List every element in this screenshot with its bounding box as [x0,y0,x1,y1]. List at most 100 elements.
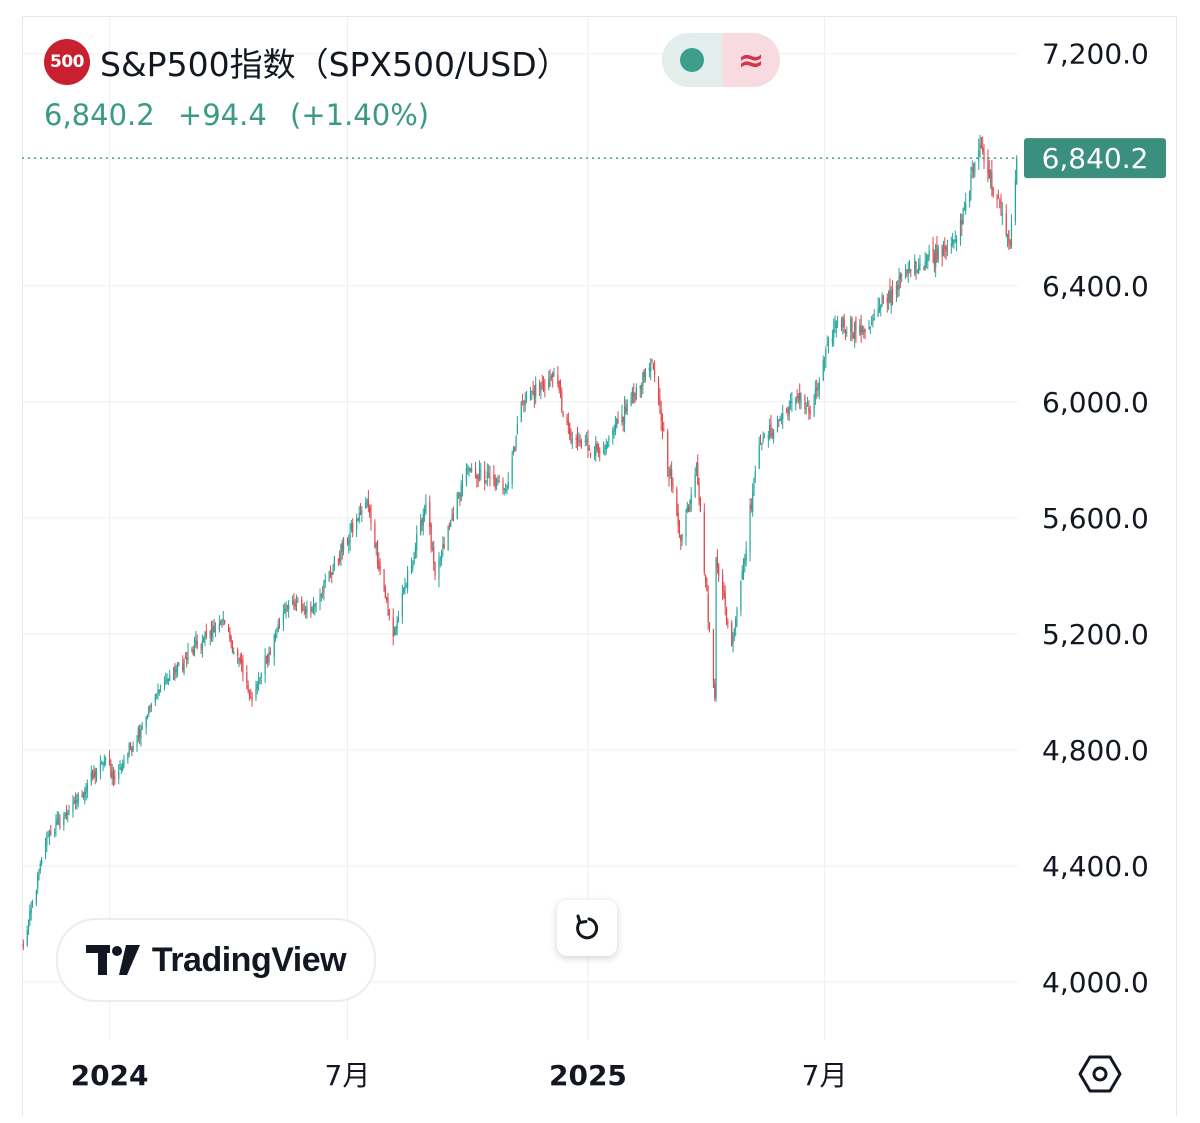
symbol-title[interactable]: S&P500指数（SPX500/USD） [100,45,570,84]
candle-body [889,289,891,304]
candle-body [542,381,545,388]
candle [914,254,916,277]
candle-body [570,431,572,440]
candle-body [200,646,202,649]
candle-body [571,438,573,443]
candle [800,392,802,410]
candle [329,565,332,579]
candle-body [38,870,40,876]
candle-body [522,401,524,403]
candle [937,244,939,263]
candle-body [178,664,180,666]
candle [999,198,1001,209]
candle [907,261,909,283]
candle [488,464,490,479]
candle [553,367,555,377]
candle [323,579,325,601]
candle [1001,201,1003,226]
candle [877,297,879,318]
candle [854,321,856,348]
candle [544,378,546,398]
symbol-badge[interactable]: 500 [44,39,90,85]
candle [979,134,981,158]
candle [552,371,554,388]
candle-body [393,631,396,636]
settings-hex-icon[interactable] [1078,1052,1122,1096]
candle [593,446,596,460]
candle-body [749,505,751,553]
candle-body [324,579,326,582]
candle-body [813,396,815,416]
candle [944,237,946,258]
candle [396,616,398,636]
candle [855,316,857,343]
candle-body [41,859,43,865]
candle [149,704,151,713]
candle [119,759,121,771]
candle [422,508,424,536]
status-dot-icon[interactable] [662,33,722,87]
candle [532,380,534,396]
candle-body [822,360,824,381]
candle [495,477,498,491]
candle [438,552,440,588]
candle [265,655,268,665]
candle-body [872,317,874,322]
market-status-pill[interactable]: ≈ [662,33,780,87]
candle-body [642,372,644,387]
candle [312,596,315,615]
candle [84,787,86,805]
candle [403,587,405,595]
candle-body [672,484,674,487]
candle-body [663,428,665,431]
candle [596,441,598,453]
candle [77,791,79,808]
candle-body [91,772,94,778]
candle-body [439,558,441,560]
candle [414,542,417,559]
tradingview-logo[interactable]: TradingView [56,918,376,1002]
candle [195,631,197,648]
candle [753,477,755,497]
candle [384,584,386,599]
candle-body [305,609,307,614]
candle [668,466,670,487]
candle [183,658,185,676]
candle [128,742,130,758]
candle-body [193,644,196,655]
candle-body [863,330,865,333]
candle-body [374,523,376,547]
candle-body [742,561,745,574]
candle [393,626,396,637]
candle-body [448,524,451,526]
candle [695,461,698,477]
candle [303,602,305,616]
candle-body [434,563,436,576]
candle [55,814,57,837]
candle-body [246,671,248,683]
candle-body [789,401,792,404]
candle [369,504,371,518]
candle-body [157,690,159,694]
candle [625,399,627,415]
candle-body [420,520,422,536]
candle-body [586,440,588,443]
candle-body [68,810,70,812]
reset-chart-button[interactable] [557,900,617,956]
candle-body [145,716,147,727]
candle-body [539,384,541,389]
candle-body [191,649,193,652]
wave-icon[interactable]: ≈ [722,33,780,87]
candle [933,249,935,273]
candle-body [837,321,839,323]
candle [718,562,720,583]
candle [410,557,413,574]
candle [167,678,169,686]
candle-body [494,477,496,488]
candle [716,549,718,574]
candle-body [972,170,975,174]
candle [550,373,552,382]
candle [733,627,735,642]
candle-body [842,318,844,328]
